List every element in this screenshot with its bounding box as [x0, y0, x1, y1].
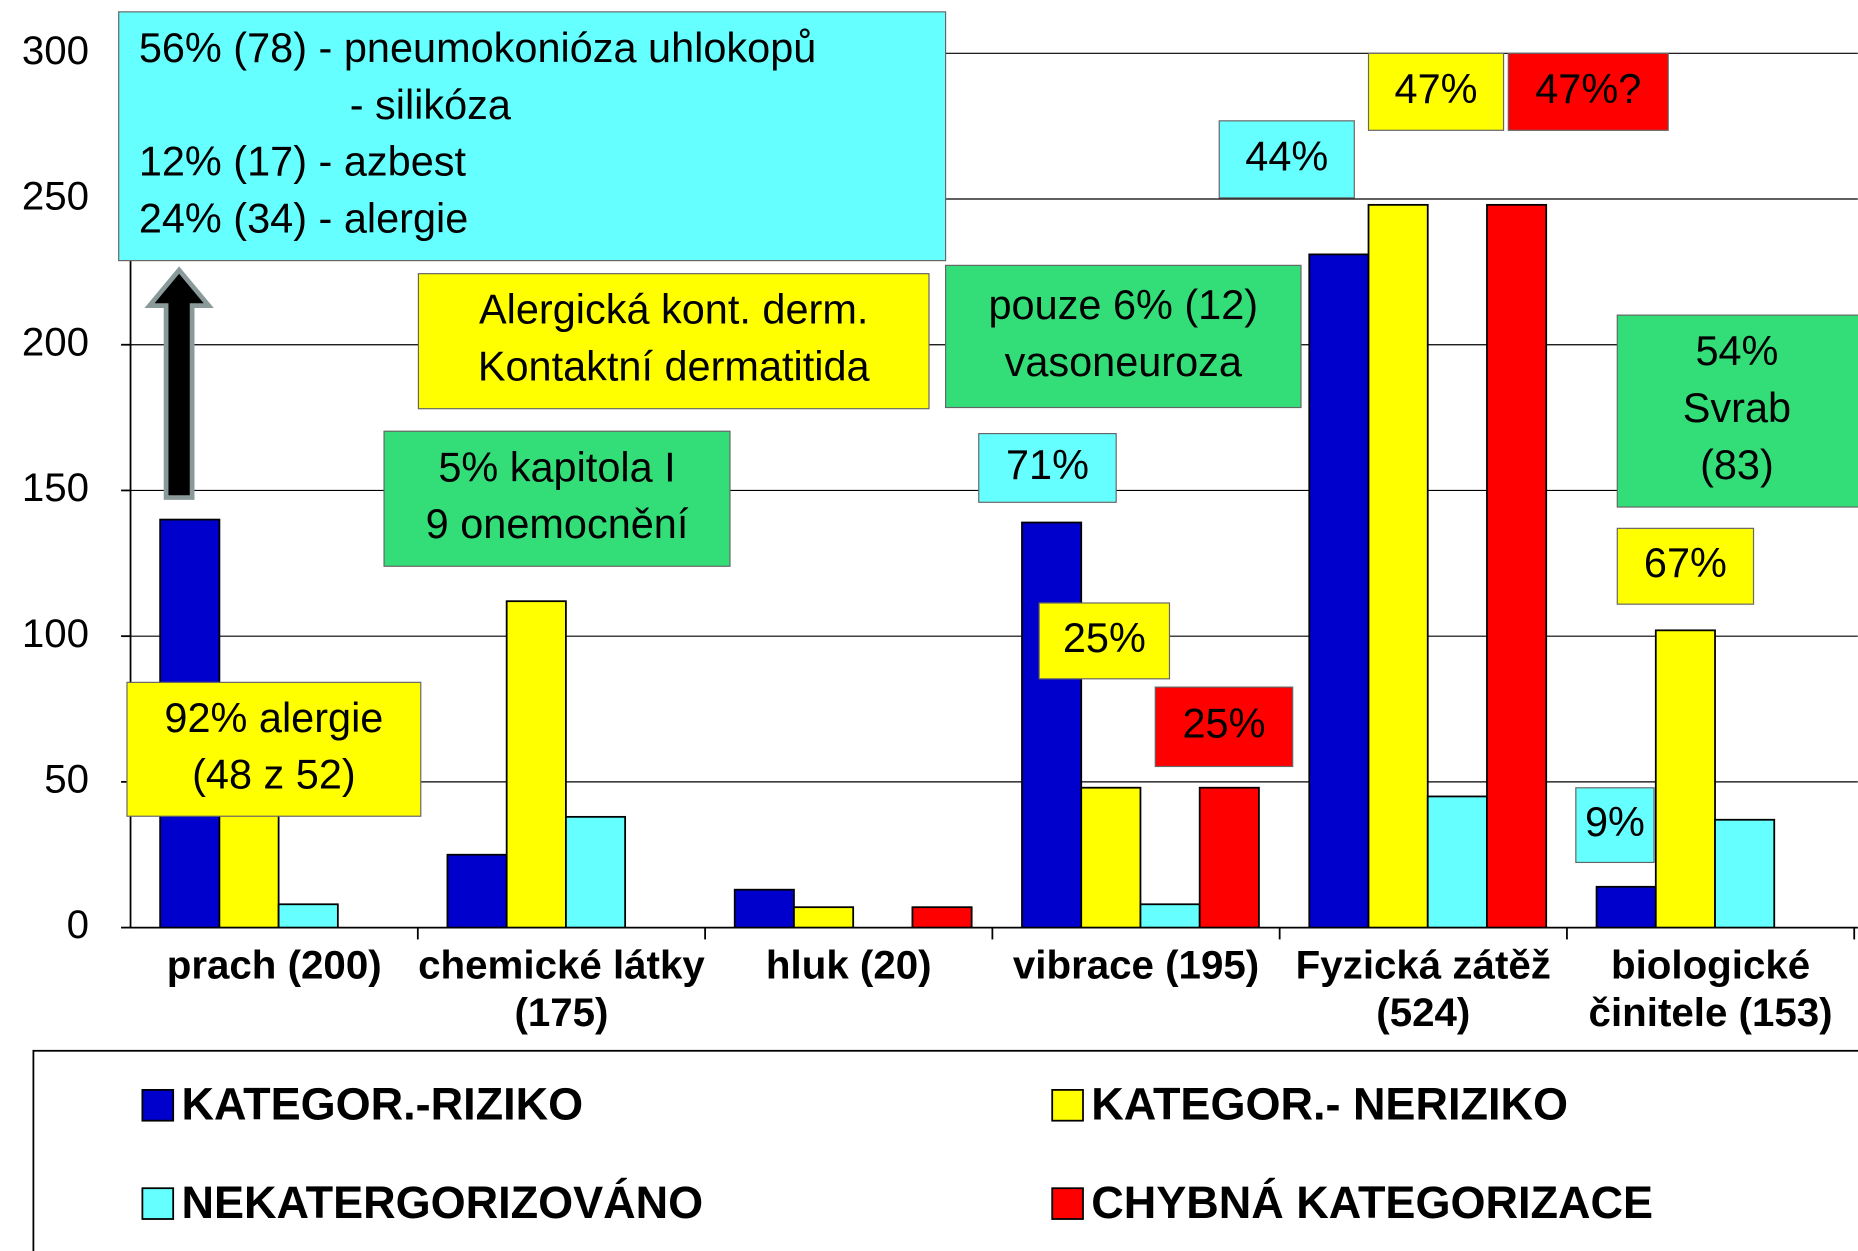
arrow — [144, 266, 214, 500]
x-tick-label-box: chemické látky (175) — [418, 942, 705, 1036]
x-tick-label-box: Fyzická zátěž (524) — [1295, 942, 1551, 1036]
bar — [446, 853, 508, 929]
legend-label: KATEGOR.-RIZIKO — [181, 1079, 583, 1130]
legend-swatch — [1051, 1187, 1084, 1220]
x-tick-label: biologické činitele (153) — [1588, 942, 1833, 1036]
annotation-box — [1507, 52, 1669, 131]
annotation-text: 44% — [1245, 132, 1328, 179]
annotation-box — [1575, 787, 1655, 864]
annotation-box — [1154, 686, 1294, 768]
y-tick-label: 0 — [67, 902, 89, 947]
legend-label: KATEGOR.- NERIZIKO — [1091, 1079, 1568, 1130]
y-tick-label: 250 — [22, 174, 89, 219]
annotation-box — [944, 264, 1302, 409]
legend-label: NEKATERGORIZOVÁNO — [181, 1177, 703, 1228]
bar — [505, 600, 567, 929]
annotation-text: 9 onemocnění — [426, 500, 689, 547]
annotation-text: 47% — [1395, 65, 1478, 112]
annotation-text: (48 z 52) — [192, 751, 356, 798]
annotation-box — [383, 430, 731, 567]
y-tick-label: 300 — [22, 28, 89, 73]
annotation-text: vasoneuroza — [1005, 338, 1243, 385]
annotation-box — [978, 432, 1117, 503]
bar — [1595, 885, 1657, 929]
legend-label: CHYBNÁ KATEGORIZACE — [1091, 1177, 1653, 1228]
annotation-text: 5% kapitola I — [438, 443, 675, 490]
bar — [1198, 786, 1260, 929]
annotation-box — [1218, 120, 1355, 199]
bar — [1367, 203, 1429, 929]
annotation-box — [1616, 527, 1755, 605]
annotation-box — [126, 681, 422, 817]
annotation-text: - silikóza — [350, 81, 512, 128]
x-tick-label-box: prach (200) — [166, 942, 382, 989]
bar — [1654, 629, 1716, 929]
bar — [565, 815, 627, 929]
y-tick-label: 100 — [22, 611, 89, 656]
annotation-text: (83) — [1700, 441, 1774, 488]
y-tick-label: 50 — [44, 757, 89, 802]
annotation-text: Kontaktní dermatitida — [478, 343, 871, 390]
bar — [1021, 521, 1083, 929]
x-tick-label-box: hluk (20) — [765, 942, 932, 989]
annotation-text: Svrab — [1683, 384, 1791, 431]
legend-swatch — [141, 1088, 175, 1122]
annotation-text: pouze 6% (12) — [988, 281, 1258, 328]
bar — [277, 903, 339, 929]
x-tick-label: Fyzická zátěž (524) — [1295, 942, 1551, 1036]
bar — [1426, 795, 1488, 929]
bar — [1308, 253, 1370, 929]
annotation-text: Alergická kont. derm. — [479, 286, 868, 333]
annotation-text: 54% — [1695, 327, 1778, 374]
annotation-text: 71% — [1006, 441, 1089, 488]
annotation-text: 9% — [1585, 798, 1645, 845]
annotation-text: 47%? — [1535, 65, 1641, 112]
y-tick-label: 200 — [22, 319, 89, 364]
bar — [1139, 903, 1201, 929]
bar — [1486, 203, 1548, 929]
bar — [911, 906, 973, 929]
annotation-box — [417, 273, 930, 410]
bar — [793, 906, 855, 929]
legend-box — [32, 1049, 1858, 1251]
y-tick-label: 150 — [22, 465, 89, 510]
bar — [733, 888, 795, 929]
legend-swatch — [1051, 1088, 1084, 1122]
x-tick-label-box: vibrace (195) — [1012, 942, 1260, 989]
x-tick-label-box: biologické činitele (153) — [1588, 942, 1833, 1036]
annotation-box — [1038, 602, 1171, 680]
annotation-text: 12% (17) - azbest — [139, 138, 467, 185]
x-tick-label: vibrace (195) — [1012, 942, 1260, 989]
x-tick-label: hluk (20) — [765, 942, 932, 989]
annotation-box — [118, 11, 947, 262]
x-tick-label: prach (200) — [166, 942, 382, 989]
annotation-text: 92% alergie — [164, 694, 383, 741]
legend-swatch — [141, 1187, 175, 1220]
annotation-text: 25% — [1182, 700, 1265, 747]
bar — [1080, 786, 1142, 929]
annotation-box — [1367, 52, 1505, 131]
bar — [1714, 818, 1776, 929]
x-tick-label: chemické látky (175) — [418, 942, 705, 1036]
annotation-text: 56% (78) - pneumokonióza uhlokopů — [139, 24, 817, 71]
annotation-box — [1616, 314, 1858, 508]
annotation-text: 67% — [1644, 539, 1727, 586]
annotation-text: 25% — [1063, 614, 1146, 661]
annotation-text: 24% (34) - alergie — [139, 194, 468, 241]
